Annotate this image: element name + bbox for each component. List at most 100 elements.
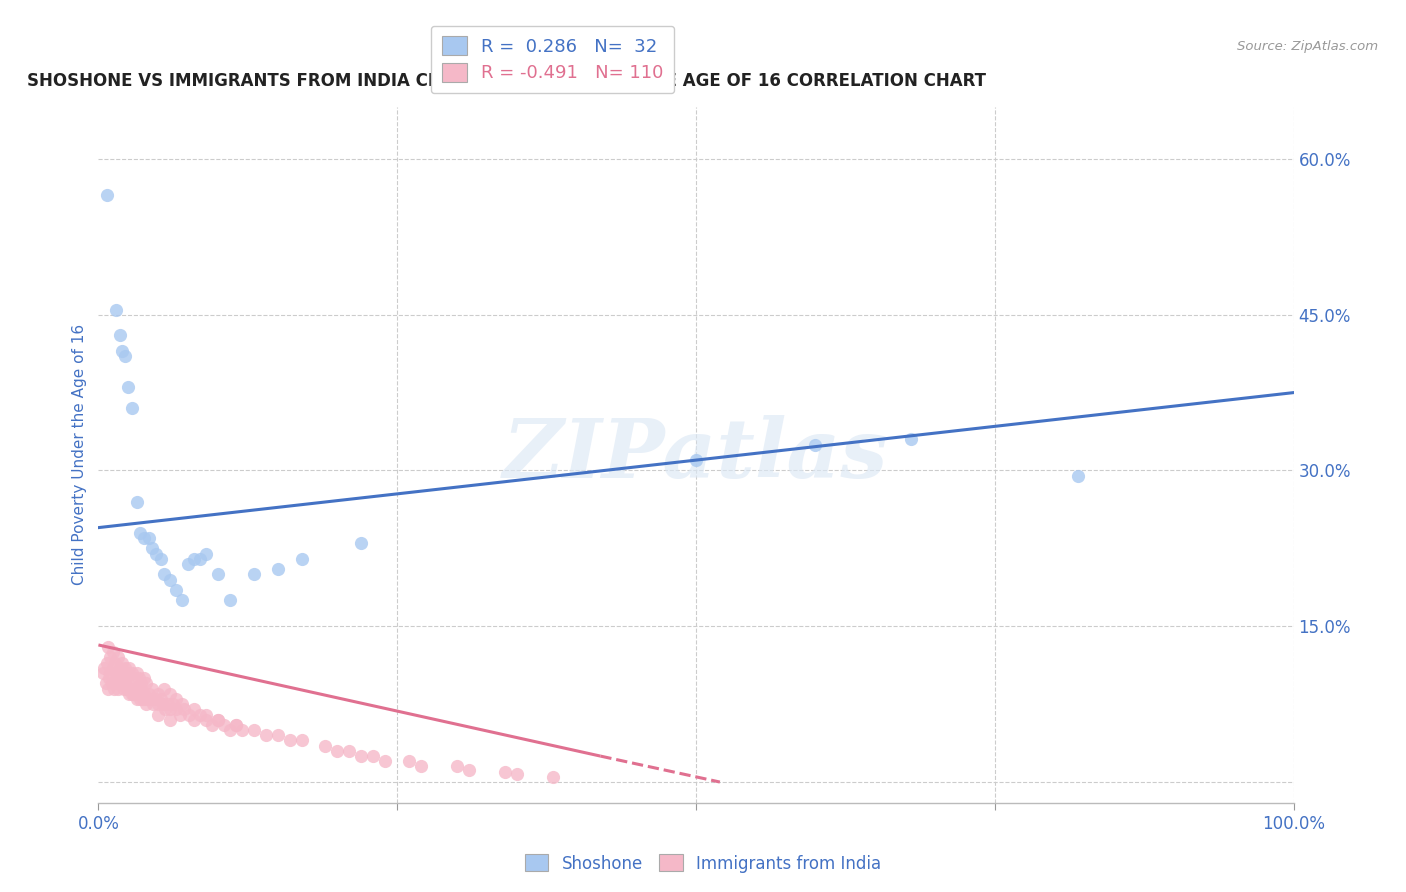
Point: [120, 681, 142, 696]
Point: [339, 744, 361, 758]
Point: [212, 718, 235, 732]
Point: [900, 433, 922, 447]
Point: [105, 665, 128, 680]
Point: [122, 681, 145, 696]
Point: [141, 681, 163, 696]
Point: [159, 687, 181, 701]
Point: [243, 723, 266, 738]
Point: [117, 676, 139, 690]
Point: [96, 656, 118, 670]
Point: [195, 547, 218, 561]
Point: [148, 697, 170, 711]
Point: [141, 541, 163, 556]
Point: [149, 551, 172, 566]
Point: [111, 656, 134, 670]
Point: [132, 671, 155, 685]
Point: [96, 188, 118, 202]
Point: [506, 766, 529, 780]
Point: [132, 687, 155, 701]
Point: [108, 661, 131, 675]
Point: [127, 687, 149, 701]
Point: [458, 763, 481, 777]
Point: [103, 681, 125, 696]
Point: [135, 697, 157, 711]
Point: [101, 661, 124, 675]
Point: [363, 749, 385, 764]
Point: [114, 661, 136, 675]
Legend: Shoshone, Immigrants from India: Shoshone, Immigrants from India: [519, 847, 887, 880]
Point: [98, 665, 122, 680]
Point: [153, 681, 176, 696]
Point: [326, 744, 349, 758]
Point: [131, 676, 153, 690]
Point: [125, 494, 148, 508]
Point: [115, 665, 138, 680]
Point: [107, 681, 129, 696]
Point: [267, 562, 290, 576]
Point: [195, 713, 218, 727]
Point: [173, 702, 195, 716]
Point: [152, 697, 174, 711]
Point: [121, 401, 143, 416]
Point: [162, 697, 184, 711]
Point: [145, 547, 167, 561]
Point: [115, 681, 138, 696]
Text: Source: ZipAtlas.com: Source: ZipAtlas.com: [1237, 40, 1378, 54]
Point: [111, 671, 134, 685]
Point: [138, 687, 160, 701]
Point: [138, 531, 160, 545]
Point: [165, 702, 187, 716]
Point: [291, 733, 314, 747]
Point: [118, 661, 141, 675]
Point: [446, 759, 468, 773]
Point: [350, 749, 373, 764]
Point: [118, 687, 141, 701]
Point: [188, 551, 211, 566]
Point: [148, 707, 170, 722]
Point: [97, 681, 120, 696]
Point: [104, 656, 127, 670]
Point: [350, 536, 373, 550]
Point: [159, 573, 181, 587]
Point: [172, 593, 194, 607]
Point: [117, 380, 139, 394]
Point: [108, 676, 131, 690]
Point: [111, 344, 134, 359]
Point: [278, 733, 301, 747]
Point: [145, 692, 167, 706]
Point: [129, 687, 152, 701]
Point: [494, 764, 516, 779]
Point: [374, 754, 396, 768]
Point: [219, 593, 242, 607]
Point: [142, 697, 165, 711]
Point: [169, 707, 191, 722]
Point: [125, 665, 148, 680]
Point: [128, 681, 150, 696]
Point: [107, 650, 129, 665]
Point: [94, 676, 117, 690]
Point: [124, 671, 146, 685]
Point: [243, 567, 266, 582]
Text: ZIPatlas: ZIPatlas: [503, 415, 889, 495]
Point: [165, 582, 187, 597]
Point: [91, 665, 114, 680]
Point: [201, 718, 224, 732]
Point: [93, 661, 115, 675]
Point: [97, 640, 120, 654]
Point: [148, 687, 170, 701]
Legend: R =  0.286   N=  32, R = -0.491   N= 110: R = 0.286 N= 32, R = -0.491 N= 110: [430, 26, 675, 93]
Point: [183, 713, 205, 727]
Point: [541, 770, 564, 784]
Point: [225, 718, 247, 732]
Point: [121, 687, 143, 701]
Point: [155, 702, 177, 716]
Point: [114, 676, 136, 690]
Point: [159, 702, 181, 716]
Point: [105, 302, 128, 317]
Point: [207, 713, 229, 727]
Point: [135, 676, 157, 690]
Point: [165, 692, 187, 706]
Point: [159, 713, 181, 727]
Point: [398, 754, 420, 768]
Point: [121, 665, 143, 680]
